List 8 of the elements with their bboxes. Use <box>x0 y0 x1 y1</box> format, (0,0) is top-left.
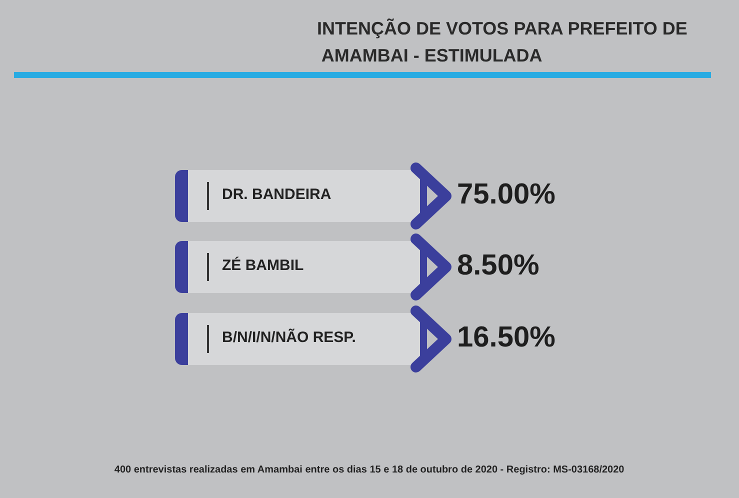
category-label: B/N/I/N/NÃO RESP. <box>222 328 356 346</box>
text: INTENÇÃO DE VOTOS PARA PREFEITO DE AMAMBAI - ESTIMULADA <box>317 18 688 66</box>
category-label: DR. BANDEIRA <box>222 186 332 203</box>
data-label: 75.00% <box>457 178 556 210</box>
text: 400 entrevistas realizadas em Amambai entre os dias 15 e 18 de outubro de 2020 - Registro: MS-03168/2020 <box>114 464 625 476</box>
category-label: ZÉ BAMBIL <box>222 256 304 274</box>
data-label: 16.50% <box>457 322 556 354</box>
data-label: 8.50% <box>457 250 540 282</box>
